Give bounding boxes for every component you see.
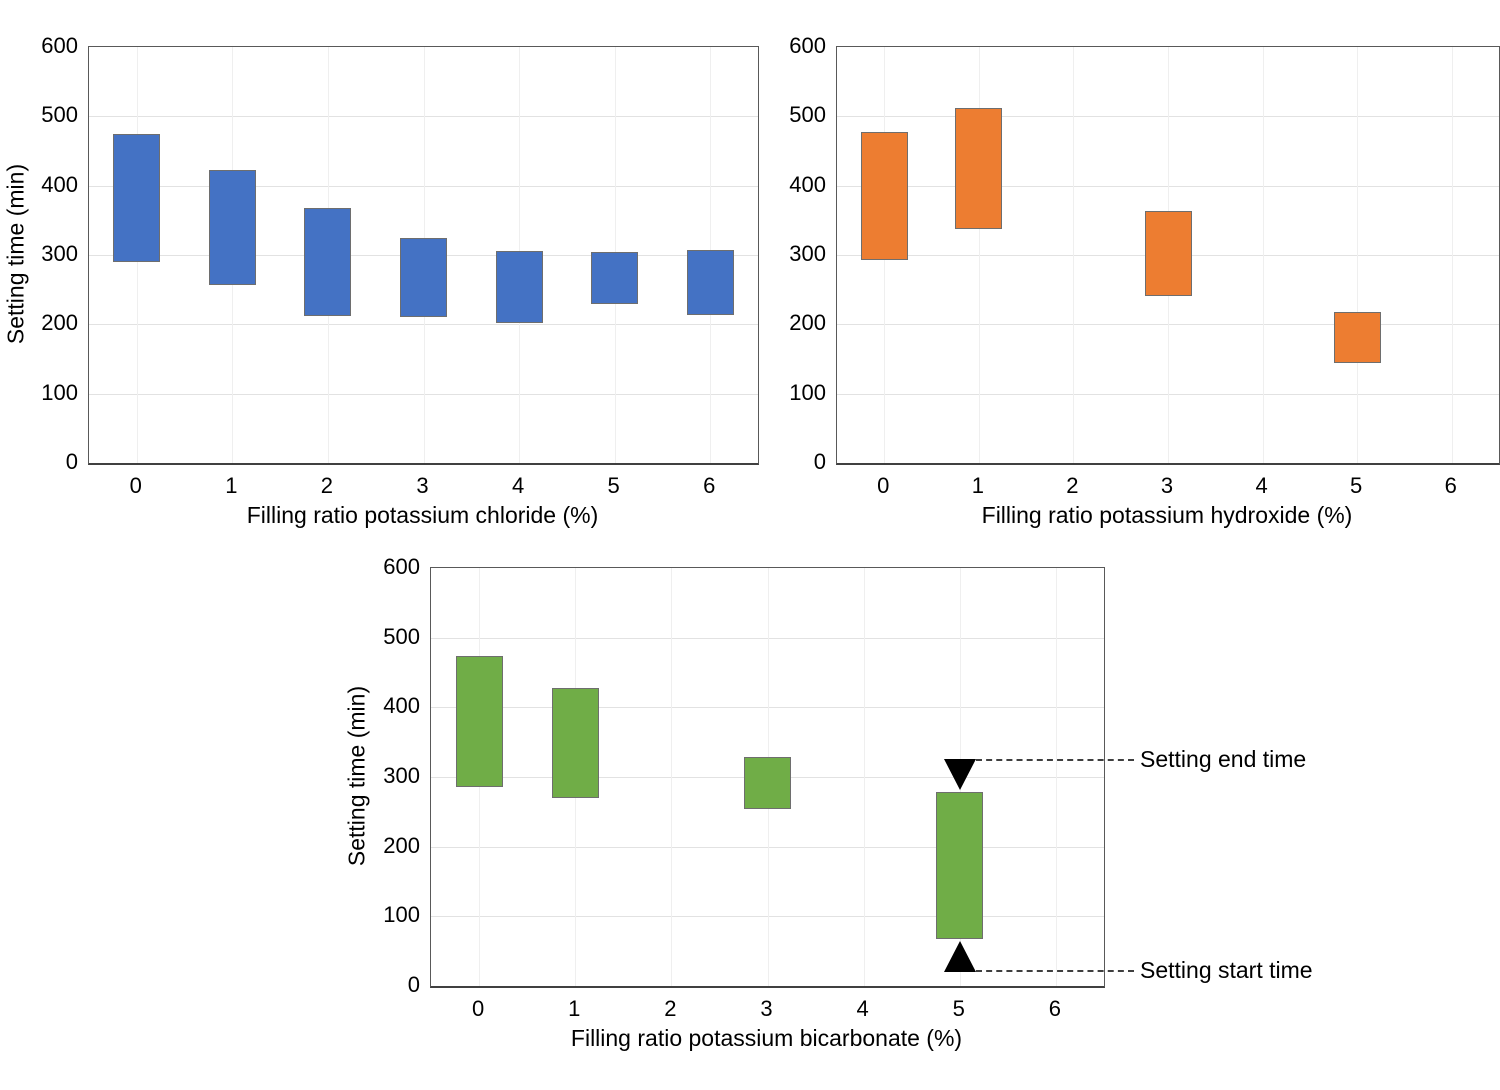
x-tick-label: 6	[703, 473, 716, 498]
range-bar-x4	[495, 250, 543, 323]
y-tick-label: 200	[41, 310, 78, 336]
x-tick-label: 3	[416, 473, 429, 498]
v-gridline	[863, 568, 865, 986]
range-bar-x5	[591, 252, 639, 304]
x-tick-label: 4	[856, 996, 869, 1021]
range-bar-x1	[955, 108, 1003, 229]
y-tick-label: 500	[383, 623, 420, 649]
x-tick-label: 5	[952, 996, 965, 1021]
v-gridline	[1073, 47, 1075, 463]
plot-area	[88, 46, 759, 465]
x-tick-label: 4	[511, 473, 525, 498]
range-bar-x3	[1144, 211, 1192, 296]
y-tick-label: 400	[789, 171, 826, 197]
x-tick-label: 0	[471, 996, 485, 1021]
x-tick-label: 3	[1160, 473, 1174, 498]
chart-potassium-hydroxide: Filling ratio potassium hydroxide (%) 0 1…	[748, 0, 1500, 540]
y-tick-label: 400	[41, 171, 78, 197]
y-tick-label: 100	[789, 379, 826, 405]
x-tick-label: 2	[1066, 473, 1079, 498]
x-tick-label: 1	[568, 996, 581, 1021]
annotation-setting-end-time: Setting end time	[1140, 746, 1307, 773]
v-gridline	[1357, 47, 1359, 463]
y-tick-label: 100	[383, 902, 420, 928]
v-gridline	[978, 47, 980, 463]
plot-area	[836, 46, 1500, 465]
y-tick-label: 300	[383, 763, 420, 788]
range-bar-x1	[551, 687, 599, 798]
plot-area	[430, 567, 1105, 988]
x-tick-label: 3	[760, 996, 773, 1021]
y-tick-label: 0	[407, 972, 420, 997]
range-bar-x6	[686, 250, 734, 316]
y-tick-label: 600	[789, 33, 826, 58]
range-bar-x5	[936, 792, 984, 939]
v-gridline	[1262, 47, 1264, 463]
annotation-dashed-line	[975, 759, 1134, 762]
y-tick-label: 300	[41, 241, 78, 266]
x-axis-title: Filling ratio potassium hydroxide (%)	[981, 502, 1353, 528]
y-tick-label: 500	[789, 102, 826, 128]
y-tick-label: 200	[789, 310, 826, 336]
range-bar-x0	[113, 133, 161, 262]
range-bar-x2	[304, 207, 352, 316]
y-tick-label: 100	[41, 379, 78, 405]
x-tick-label: 0	[129, 473, 142, 498]
range-bar-x3	[400, 237, 447, 317]
x-tick-label: 1	[225, 473, 238, 498]
arrow-down-icon	[943, 759, 976, 791]
y-tick-label: 500	[41, 102, 78, 128]
y-tick-label: 300	[789, 241, 826, 266]
x-axis-title: Filling ratio potassium bicarbonate (%)	[570, 1025, 963, 1051]
y-tick-label: 0	[65, 449, 78, 474]
x-tick-label: 5	[607, 473, 620, 498]
x-tick-label: 5	[1350, 473, 1363, 498]
y-tick-label: 600	[383, 554, 420, 579]
x-tick-label: 4	[1255, 473, 1268, 498]
y-tick-label: 400	[383, 693, 420, 719]
range-bar-x3	[744, 756, 791, 810]
chart-potassium-chloride: Setting time (min) Filling ratio potassi…	[0, 0, 770, 540]
annotation-dashed-line	[975, 969, 1134, 972]
x-axis-title: Filling ratio potassium chloride (%)	[246, 502, 599, 528]
y-tick-label: 600	[41, 33, 78, 58]
range-bar-x0	[455, 656, 503, 787]
x-tick-label: 2	[320, 473, 334, 498]
v-gridline	[1451, 47, 1453, 463]
x-tick-label: 6	[1444, 473, 1457, 498]
annotation-setting-start-time: Setting start time	[1140, 956, 1313, 983]
range-bar-x0	[860, 132, 908, 260]
x-tick-label: 0	[877, 473, 890, 498]
v-gridline	[671, 568, 673, 986]
range-bar-x1	[208, 170, 256, 286]
y-tick-label: 0	[813, 449, 826, 474]
arrow-up-icon	[943, 940, 976, 972]
x-tick-label: 1	[971, 473, 984, 498]
y-tick-label: 200	[383, 832, 420, 858]
x-tick-label: 2	[664, 996, 677, 1021]
v-gridline	[1055, 568, 1057, 986]
chart-potassium-bicarbonate: Setting time (min) Filling ratio potassi…	[342, 545, 1500, 1090]
x-tick-label: 6	[1048, 996, 1062, 1021]
range-bar-x5	[1333, 311, 1381, 364]
